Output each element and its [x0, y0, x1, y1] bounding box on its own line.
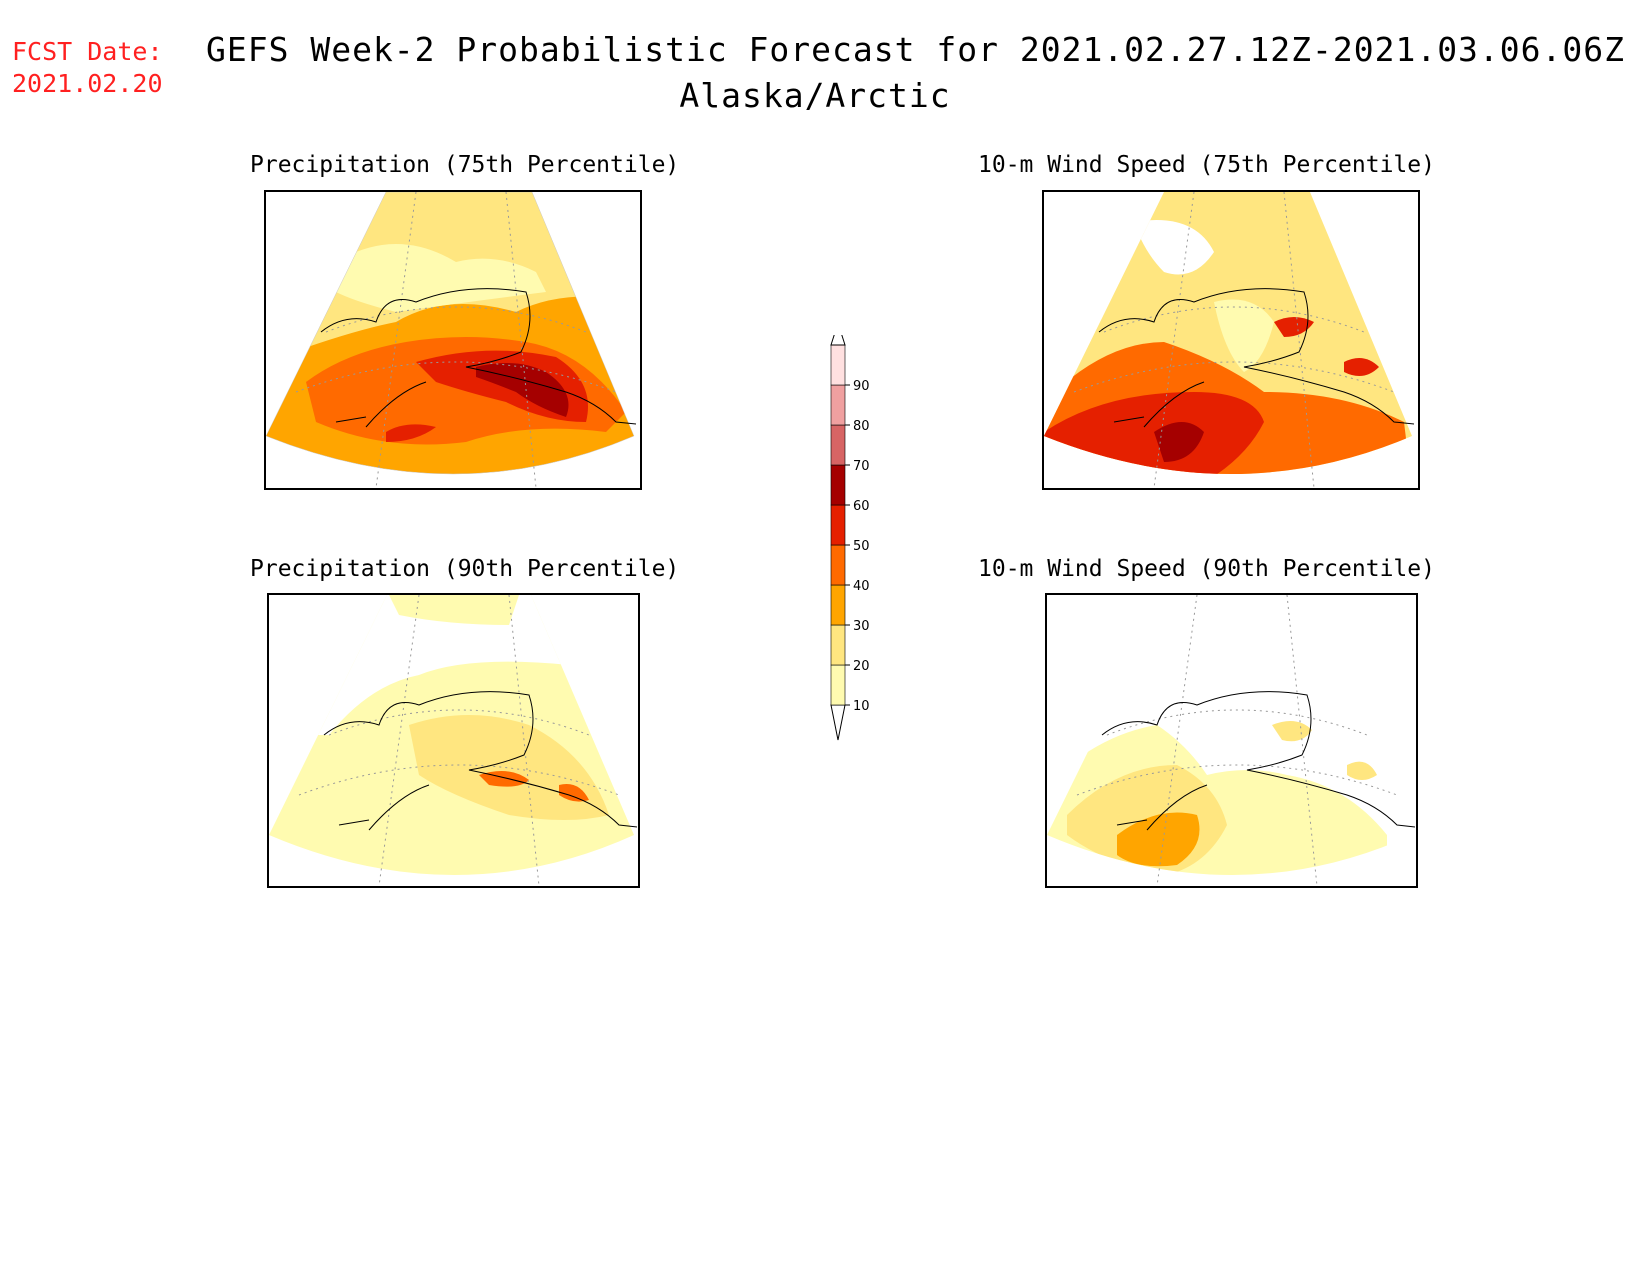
- colorbar-swatch-4: [830, 504, 846, 546]
- panel-title-precip-75: Precipitation (75th Percentile): [250, 152, 680, 178]
- colorbar-swatch-7: [830, 384, 846, 426]
- forecast-date-value: 2021.02.20: [12, 69, 163, 98]
- region-subtitle: Alaska/Arctic: [679, 76, 951, 115]
- page-title: GEFS Week-2 Probabilistic Forecast for 2…: [206, 30, 1626, 69]
- colorbar-swatch-1: [830, 624, 846, 666]
- colorbar-swatch-3: [830, 544, 846, 586]
- colorbar-lower-cap: [830, 704, 846, 741]
- colorbar-swatch-6: [830, 424, 846, 466]
- colorbar-label-90: 90: [853, 379, 870, 394]
- colorbar-label-20: 20: [853, 659, 870, 674]
- map-wind-75: [1042, 190, 1420, 490]
- colorbar-label-30: 30: [853, 619, 870, 634]
- colorbar-upper-cap: [830, 321, 846, 346]
- colorbar-swatch-0: [830, 664, 846, 706]
- colorbar-label-50: 50: [853, 539, 870, 554]
- colorbar-label-60: 60: [853, 499, 870, 514]
- colorbar-swatch-2: [830, 584, 846, 626]
- colorbar-label-70: 70: [853, 459, 870, 474]
- map-wind-90: [1045, 593, 1418, 888]
- colorbar-label-80: 80: [853, 419, 870, 434]
- colorbar-label-10: 10: [853, 699, 870, 714]
- colorbar: 10 20 30 40 50 60 70 80 90: [825, 321, 885, 745]
- map-precip-90: [267, 593, 640, 888]
- panel-title-precip-90: Precipitation (90th Percentile): [250, 556, 680, 582]
- map-precip-75: [264, 190, 642, 490]
- colorbar-swatch-5: [830, 464, 846, 506]
- forecast-date-block: FCST Date: 2021.02.20: [12, 36, 163, 100]
- panel-title-wind-90: 10-m Wind Speed (90th Percentile): [978, 556, 1435, 582]
- colorbar-swatch-8: [830, 344, 846, 386]
- forecast-date-label: FCST Date:: [12, 37, 163, 66]
- colorbar-label-40: 40: [853, 579, 870, 594]
- panel-title-wind-75: 10-m Wind Speed (75th Percentile): [978, 152, 1435, 178]
